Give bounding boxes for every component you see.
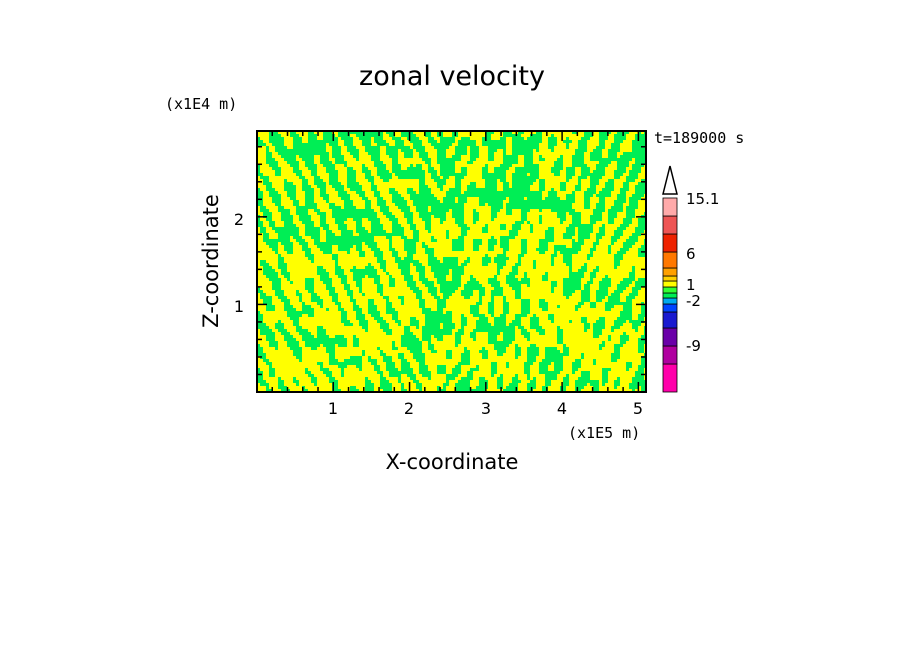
x-tick-label: 2 [404,399,414,418]
colorbar-segment [662,233,678,253]
time-label: t=189000 s [654,129,744,147]
colorbar-segment [662,267,678,277]
y-tick-label: 1 [234,297,244,316]
colorbar-max-arrow [662,165,678,195]
colorbar-segment [662,327,678,347]
x-tick-label: 5 [633,399,643,418]
x-axis-label: X-coordinate [386,450,519,474]
x-tick-label: 4 [557,399,567,418]
colorbar-label: 6 [686,245,696,263]
colorbar-segment [662,286,678,294]
colorbar-segment [662,215,678,235]
plot-frame [256,130,647,393]
colorbar [662,197,678,393]
colorbar-segment [662,303,678,313]
chart-title: zonal velocity [359,61,545,92]
colorbar-segment [662,292,678,299]
y-tick-label: 2 [234,210,244,229]
colorbar-segment [662,275,678,282]
colorbar-segment [662,297,678,305]
y-unit-label: (x1E4 m) [165,95,237,113]
colorbar-label: -9 [686,337,701,355]
colorbar-label: 1 [686,276,696,294]
colorbar-label: -2 [686,292,701,310]
colorbar-segment [662,363,678,393]
contour-field [257,131,646,392]
colorbar-label: 15.1 [686,190,719,208]
colorbar-segment [662,345,678,365]
colorbar-segment [662,311,678,329]
y-axis-label: Z-coordinate [199,194,223,328]
x-unit-label: (x1E5 m) [568,424,640,442]
colorbar-segment [662,197,678,217]
colorbar-segment [662,251,678,269]
axis-ticks [257,131,646,392]
x-tick-label: 1 [328,399,338,418]
x-tick-label: 3 [481,399,491,418]
field-green-regions [257,131,646,392]
colorbar-segment [662,280,678,288]
